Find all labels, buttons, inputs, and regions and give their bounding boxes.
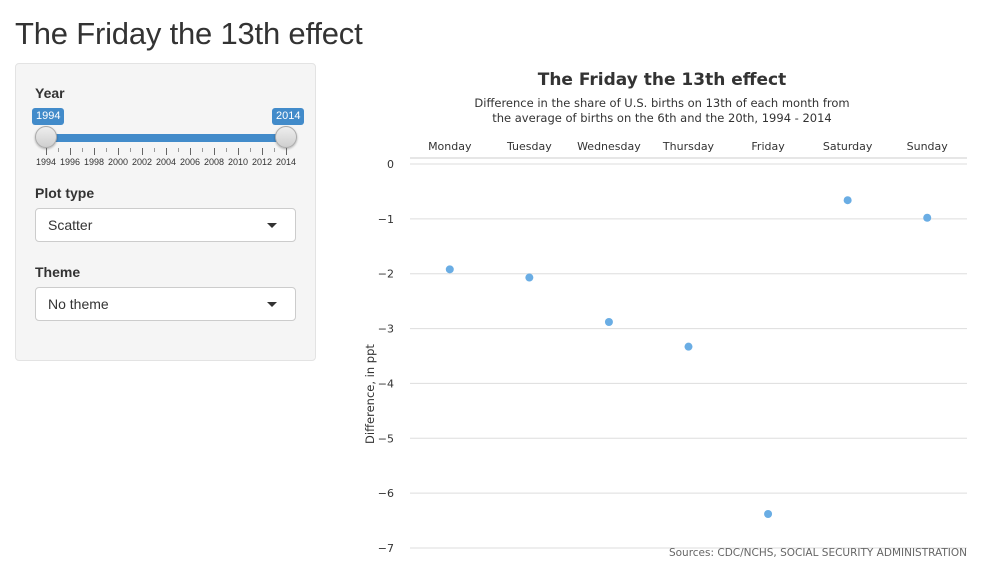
slider-tick-label: 1998 [83, 157, 105, 167]
slider-tick [70, 148, 71, 155]
y-tick-label: −6 [378, 487, 394, 500]
data-point [764, 509, 773, 518]
chart-area: The Friday the 13th effect Difference in… [350, 62, 980, 563]
y-axis-title: Difference, in ppt [363, 344, 377, 444]
x-tick-label: Wednesday [577, 140, 641, 153]
slider-tick [82, 148, 83, 152]
y-tick-label: −7 [378, 542, 394, 555]
source-note: Sources: CDC/NCHS, SOCIAL SECURITY ADMIN… [668, 547, 967, 559]
slider-tick [130, 148, 131, 152]
x-tick-label: Thursday [662, 140, 715, 153]
year-label: Year [35, 85, 65, 101]
data-point [525, 273, 534, 282]
caret-down-icon [267, 223, 277, 228]
y-tick-label: 0 [387, 158, 394, 171]
plot-type-select[interactable]: Scatter [35, 208, 296, 242]
year-range-slider[interactable]: 1994 2014 1994 1996 1998 2000 2002 2004 2006 20… [30, 108, 305, 178]
data-point [843, 196, 852, 205]
slider-tick-label: 2004 [155, 157, 177, 167]
slider-tick [106, 148, 107, 152]
slider-tick-label: 2006 [179, 157, 201, 167]
slider-tick [226, 148, 227, 152]
slider-tick [262, 148, 263, 155]
y-tick-label: −3 [378, 323, 394, 336]
x-tick-label: Sunday [907, 140, 949, 153]
slider-tick [178, 148, 179, 152]
chart-subtitle-line-2: the average of births on the 6th and the… [492, 111, 832, 125]
slider-tick-label: 1996 [59, 157, 81, 167]
slider-tick-label: 2002 [131, 157, 153, 167]
plot-type-value: Scatter [48, 217, 93, 233]
slider-tick [142, 148, 143, 155]
y-tick-label: −5 [378, 432, 394, 445]
slider-tick-label: 2012 [251, 157, 273, 167]
data-point [923, 213, 932, 222]
slider-grid: 1994 1996 1998 2000 2002 2004 2006 2008 2010 2012… [30, 148, 302, 178]
x-tick-label: Saturday [823, 140, 873, 153]
sidebar-panel: Year 1994 2014 1994 1996 1998 2000 2002 2004 2… [15, 63, 316, 361]
slider-from-badge: 1994 [32, 108, 65, 125]
slider-tick-label: 2010 [227, 157, 249, 167]
slider-tick [190, 148, 191, 155]
plot-type-label: Plot type [35, 185, 95, 201]
slider-tick [58, 148, 59, 152]
chart-subtitle: Difference in the share of U.S. births o… [350, 96, 974, 126]
slider-from-handle[interactable] [35, 126, 57, 148]
chart-title: The Friday the 13th effect [537, 70, 787, 90]
slider-tick [154, 148, 155, 152]
slider-tick [94, 148, 95, 155]
x-tick-label: Friday [751, 140, 785, 153]
slider-selected-bar[interactable] [46, 134, 286, 142]
slider-tick [202, 148, 203, 152]
slider-tick-label: 2014 [275, 157, 297, 167]
slider-to-badge: 2014 [272, 108, 305, 125]
slider-tick-label: 1994 [35, 157, 57, 167]
theme-label: Theme [35, 264, 81, 280]
caret-down-icon [267, 302, 277, 307]
theme-select[interactable]: No theme [35, 287, 296, 321]
scatter-plot: 0 −1 −2 −3 −4 −5 −6 −7 Monday Tuesday Wednesday Thu… [378, 140, 967, 555]
x-tick-label: Tuesday [506, 140, 552, 153]
slider-tick [166, 148, 167, 155]
data-point [604, 317, 613, 326]
slider-tick-label: 2008 [203, 157, 225, 167]
data-point [684, 342, 693, 351]
slider-tick [274, 148, 275, 152]
y-tick-label: −1 [378, 213, 394, 226]
theme-value: No theme [48, 296, 109, 312]
slider-tick-label: 2000 [107, 157, 129, 167]
slider-tick [46, 148, 47, 155]
y-tick-label: −2 [378, 268, 394, 281]
slider-to-handle[interactable] [275, 126, 297, 148]
slider-tick [238, 148, 239, 155]
page-title: The Friday the 13th effect [15, 16, 363, 51]
x-tick-label: Monday [428, 140, 472, 153]
slider-tick [250, 148, 251, 152]
slider-tick [118, 148, 119, 155]
slider-tick [214, 148, 215, 155]
data-point [445, 265, 454, 274]
y-tick-label: −4 [378, 377, 394, 390]
slider-tick [286, 148, 287, 155]
chart-subtitle-line-1: Difference in the share of U.S. births o… [474, 96, 850, 110]
